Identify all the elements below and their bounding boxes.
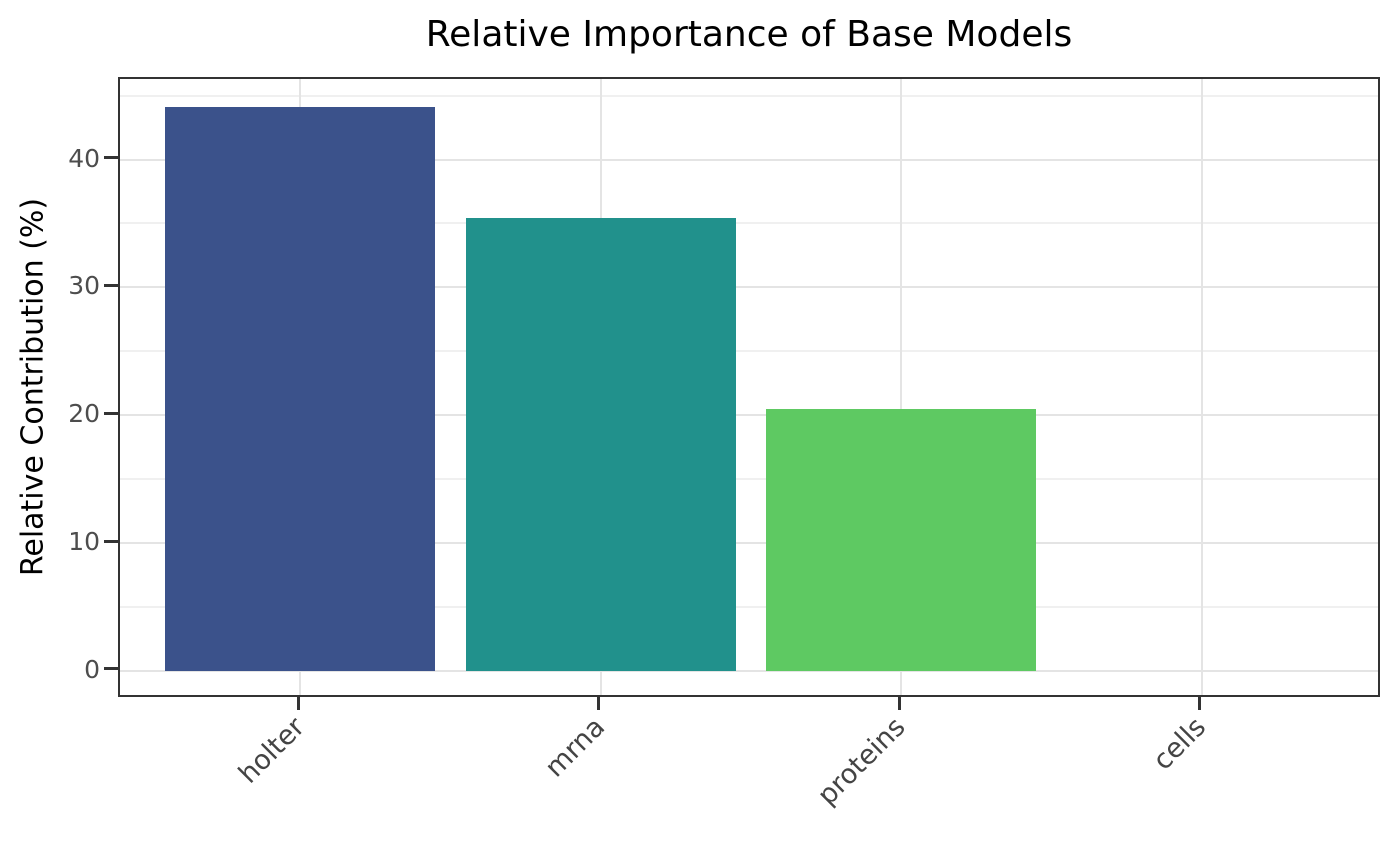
x-axis-tick (296, 697, 300, 710)
plot-area (118, 77, 1380, 697)
x-tick-label-proteins: proteins (812, 711, 912, 812)
bar-mrna (465, 218, 736, 671)
gridline-major-h (120, 286, 1378, 289)
y-axis-tick (104, 283, 118, 287)
y-tick-label: 40 (68, 143, 100, 173)
y-tick-label: 20 (68, 399, 100, 429)
y-axis-tick (104, 667, 118, 671)
gridline-major-v (900, 79, 903, 695)
y-axis-label: Relative Contribution (%) (15, 197, 51, 577)
x-axis-tick (1198, 697, 1202, 710)
gridline-minor-h (120, 94, 1378, 97)
gridline-minor-h (120, 478, 1378, 481)
bar-holter (165, 107, 436, 671)
x-axis-tick (597, 697, 601, 710)
y-tick-label: 0 (84, 654, 100, 684)
y-tick-label: 30 (68, 271, 100, 301)
gridline-minor-h (120, 222, 1378, 225)
y-axis-tick (104, 411, 118, 415)
y-tick-label: 10 (68, 527, 100, 557)
gridline-major-v (1200, 79, 1203, 695)
x-tick-label-holter: holter (232, 711, 311, 790)
bar-proteins (766, 408, 1037, 671)
y-axis-tick (104, 539, 118, 543)
gridline-major-h (120, 414, 1378, 417)
x-tick-label-cells: cells (1147, 711, 1213, 777)
y-axis-tick (104, 156, 118, 160)
gridline-major-h (120, 669, 1378, 672)
chart-title: Relative Importance of Base Models (425, 14, 1073, 55)
gridline-minor-h (120, 605, 1378, 608)
gridline-major-h (120, 542, 1378, 545)
gridline-major-h (120, 158, 1378, 161)
x-axis-tick (897, 697, 901, 710)
x-tick-label-mrna: mrna (539, 711, 612, 784)
gridline-minor-h (120, 350, 1378, 353)
